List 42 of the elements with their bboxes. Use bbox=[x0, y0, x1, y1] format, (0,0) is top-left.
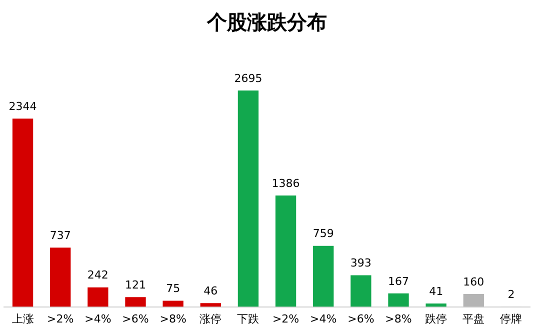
bar bbox=[238, 90, 259, 307]
bar bbox=[125, 297, 146, 307]
bar bbox=[350, 275, 372, 307]
x-tick-label: >4% bbox=[310, 312, 337, 326]
x-tick-label: >8% bbox=[160, 312, 186, 326]
x-tick-label: >8% bbox=[385, 312, 412, 326]
x-tick-label: >4% bbox=[84, 312, 112, 326]
data-label: 160 bbox=[463, 275, 484, 288]
bar bbox=[275, 196, 296, 307]
x-tick-label: 下跌 bbox=[237, 312, 260, 326]
data-label: 737 bbox=[50, 229, 71, 242]
bar bbox=[162, 300, 184, 307]
chart-title: 个股涨跌分布 bbox=[206, 10, 327, 34]
data-label: 2695 bbox=[234, 72, 262, 85]
data-label: 759 bbox=[312, 227, 334, 240]
x-tick-label: 停牌 bbox=[500, 312, 522, 326]
bar bbox=[200, 303, 221, 307]
data-label: 2 bbox=[508, 288, 515, 301]
data-label: 121 bbox=[125, 278, 146, 292]
bar bbox=[426, 304, 446, 307]
data-label: 75 bbox=[166, 282, 180, 296]
x-tick-label: 涨停 bbox=[200, 312, 222, 326]
x-tick-label: 平盘 bbox=[462, 312, 485, 326]
x-tick-label: >2% bbox=[272, 312, 300, 326]
bar bbox=[12, 118, 34, 307]
data-label: 41 bbox=[429, 284, 444, 298]
bar bbox=[313, 246, 334, 307]
bar bbox=[88, 287, 108, 307]
data-label: 2344 bbox=[8, 100, 37, 114]
x-tick-label: 跌停 bbox=[425, 312, 448, 326]
x-tick-label: 上涨 bbox=[12, 312, 34, 326]
x-tick-label: >6% bbox=[122, 312, 149, 326]
bar bbox=[50, 248, 71, 307]
bar bbox=[388, 293, 409, 307]
x-tick-label: >6% bbox=[348, 312, 374, 326]
data-label: 46 bbox=[204, 284, 218, 298]
data-label: 1386 bbox=[272, 176, 300, 190]
data-label: 393 bbox=[350, 256, 372, 270]
bar bbox=[463, 294, 484, 307]
data-label: 167 bbox=[388, 274, 409, 288]
data-label: 242 bbox=[87, 268, 108, 282]
x-tick-label: >2% bbox=[47, 312, 74, 326]
